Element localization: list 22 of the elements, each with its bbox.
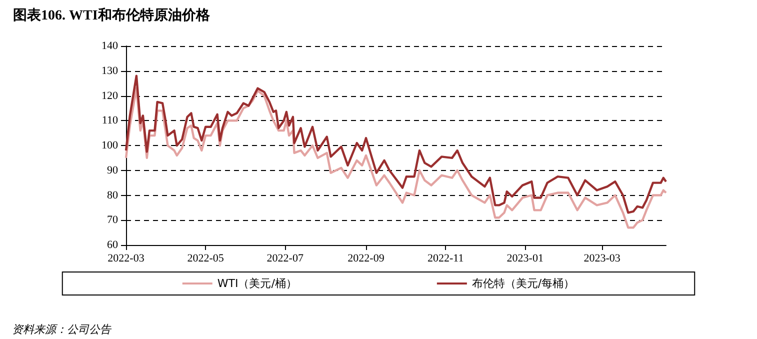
- x-tick-label: 2022-05: [187, 252, 224, 264]
- legend-label: 布伦特（美元/每桶）: [472, 277, 575, 290]
- y-tick-label: 100: [102, 140, 118, 152]
- y-tick-label: 80: [107, 189, 118, 202]
- text: 资料来源：公司公告: [12, 323, 112, 336]
- x-tick-label: 2022-07: [266, 252, 304, 264]
- y-tick-label: 70: [107, 214, 118, 226]
- chart-title: 图表106. WTI和布伦特原油价格: [13, 8, 211, 24]
- y-tick-label: 140: [102, 40, 118, 52]
- x-tick-label: 2022-11: [427, 252, 464, 264]
- y-tick-label: 90: [107, 164, 118, 176]
- y-tick-label: 130: [102, 64, 118, 77]
- line-series: [124, 87, 668, 229]
- y-tick-label: 120: [102, 90, 118, 102]
- x-tick-label: 2023-01: [506, 252, 544, 264]
- y-tick-label: 110: [102, 114, 118, 127]
- y-tick-label: 60: [107, 239, 118, 251]
- x-tick-label: 2022-09: [348, 252, 385, 264]
- x-tick-label: 2023-03: [584, 252, 621, 264]
- line-series: [124, 74, 668, 214]
- x-tick-label: 2022-03: [108, 252, 145, 264]
- legend-label: WTI（美元/桶）: [217, 277, 297, 290]
